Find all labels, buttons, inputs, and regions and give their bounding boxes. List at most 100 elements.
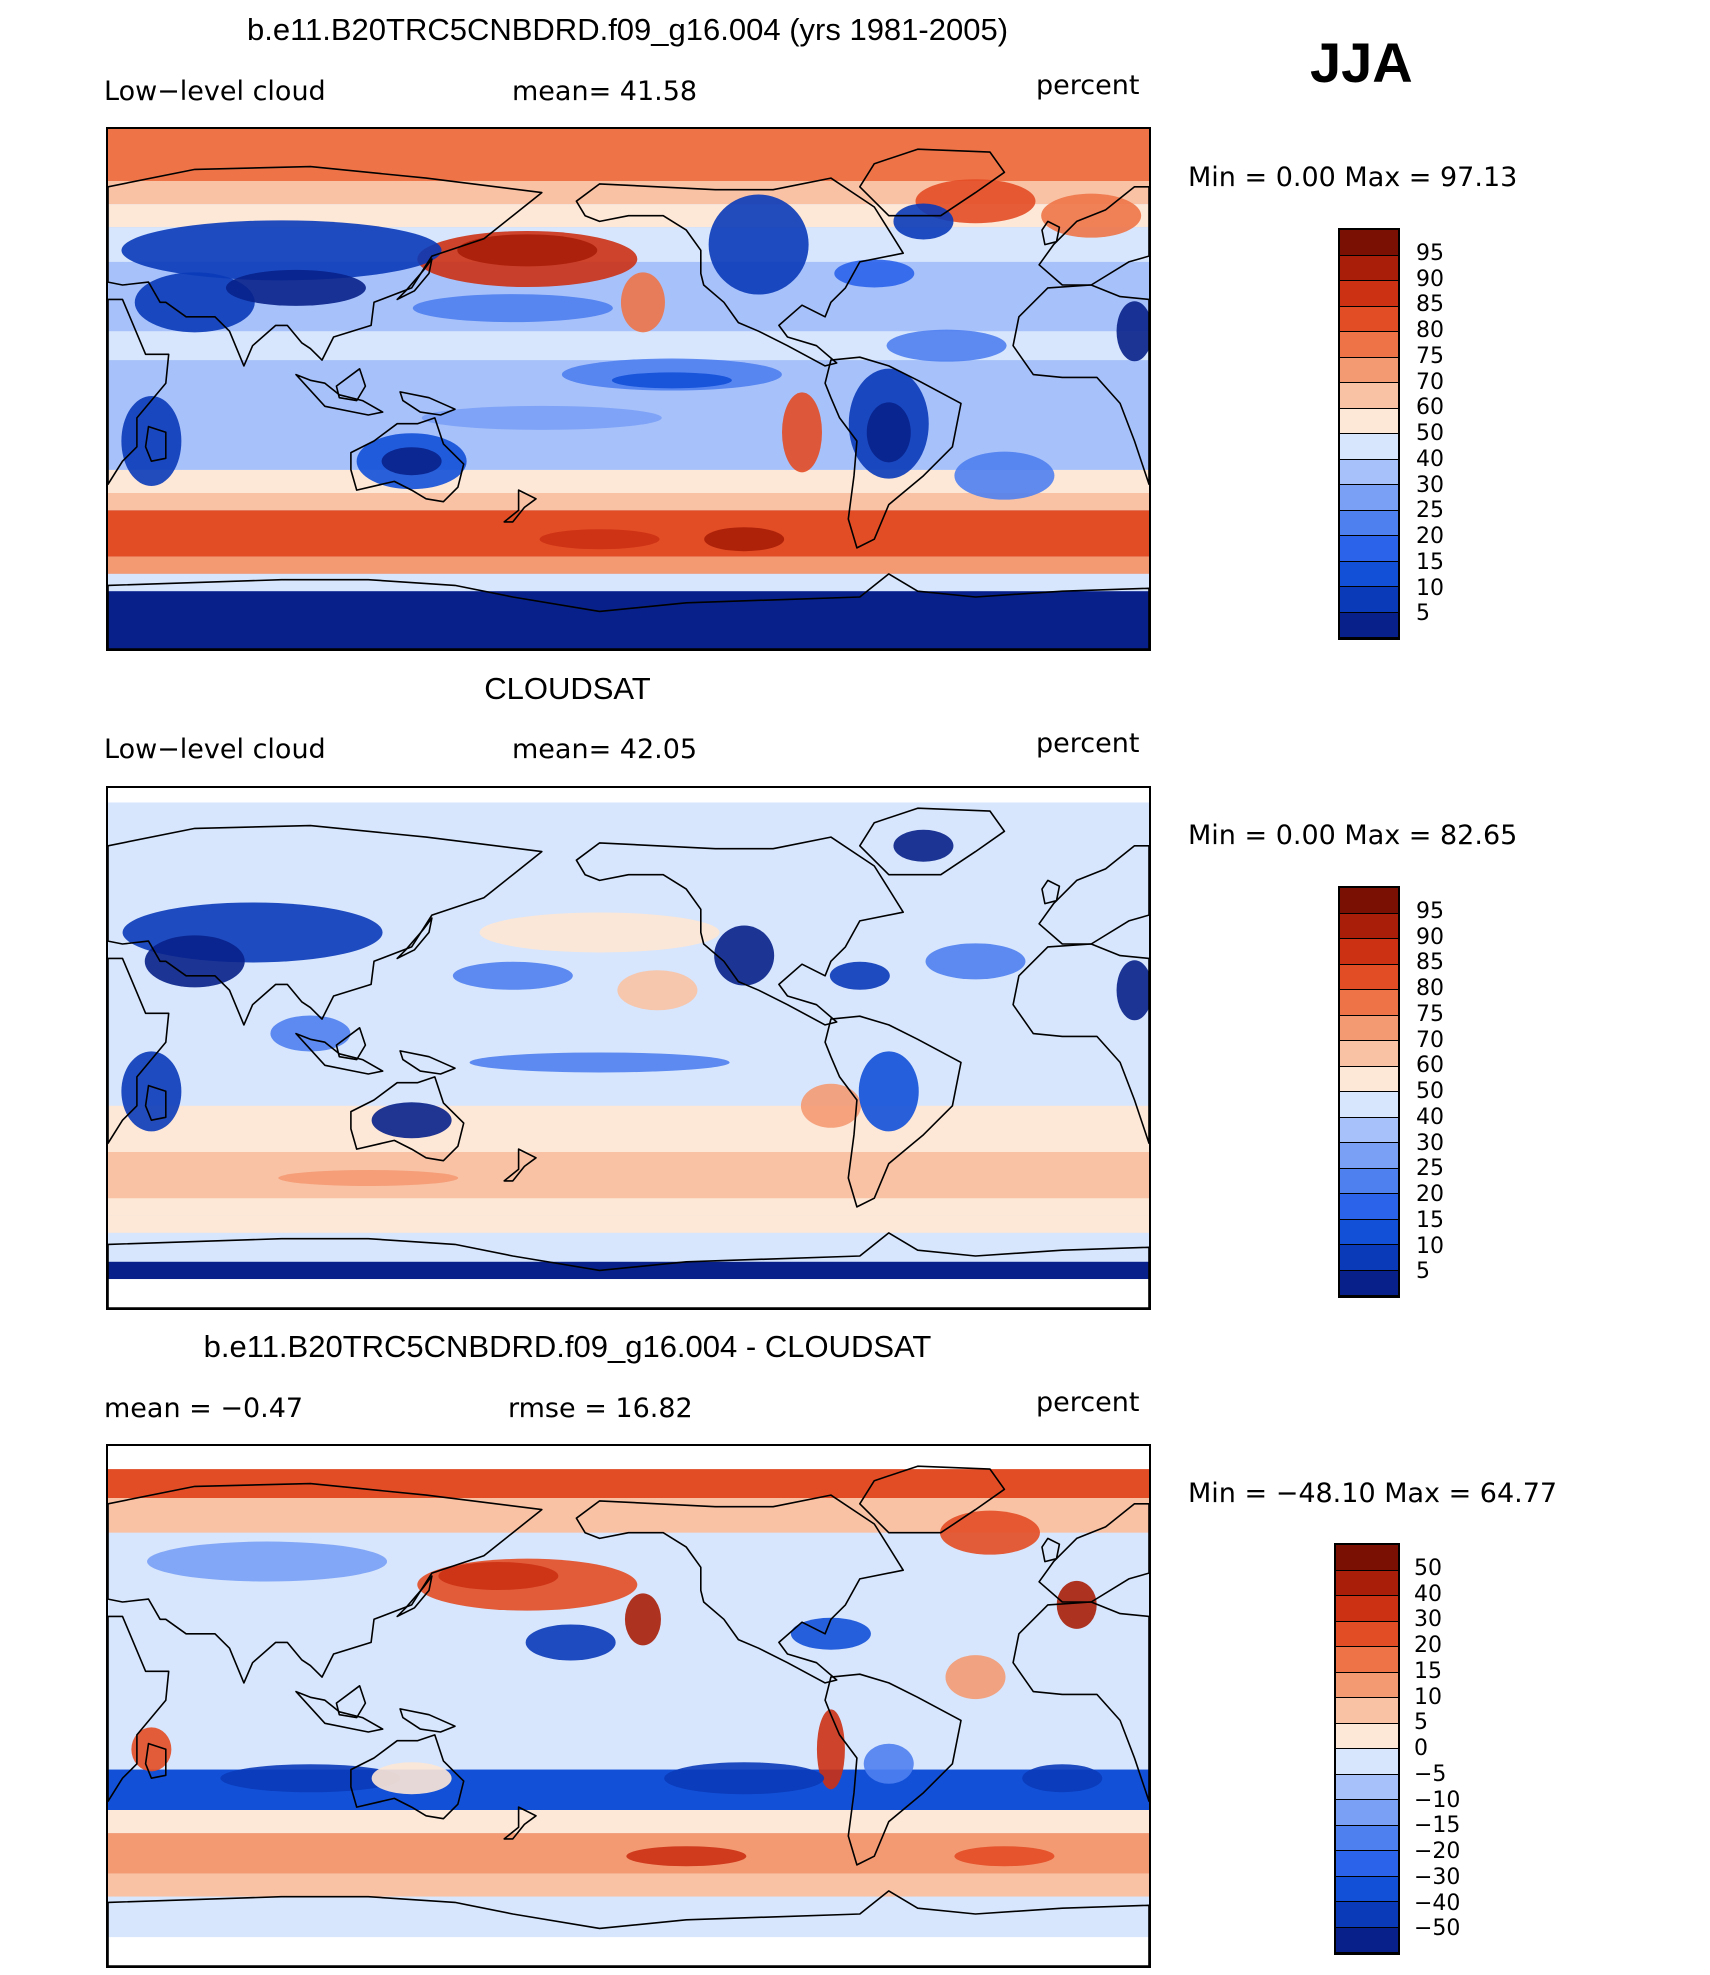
panel-1-variable-label: Low−level cloud	[104, 76, 326, 107]
colorbar-swatch	[1336, 1698, 1398, 1724]
coastline	[399, 391, 456, 416]
colorbar-tick-label: 60	[1416, 1053, 1444, 1079]
coastline	[108, 957, 170, 1145]
field-patch	[1056, 1580, 1097, 1629]
coastline	[858, 148, 1006, 217]
field-patch	[134, 272, 255, 333]
colorbar-swatch	[1340, 434, 1398, 460]
field-band	[108, 591, 1149, 649]
colorbar-swatch	[1336, 1927, 1398, 1953]
field-band	[108, 788, 1149, 803]
field-patch	[270, 1015, 351, 1052]
colorbar-tick-label: −40	[1414, 1890, 1461, 1916]
coastline	[399, 1708, 456, 1733]
colorbar-swatch	[1340, 408, 1398, 434]
colorbar-swatch	[1340, 612, 1398, 638]
coastline	[335, 368, 367, 402]
field-patch	[886, 329, 1007, 362]
field-patch	[945, 1655, 1006, 1700]
coastline	[108, 1232, 1149, 1308]
colorbar-swatch	[1340, 913, 1398, 939]
coastline	[503, 489, 537, 523]
colorbar-tick-label: 40	[1414, 1581, 1442, 1607]
colorbar-swatch	[1340, 888, 1398, 914]
colorbar-tick-label: 15	[1416, 1207, 1444, 1233]
panel-1-minmax: Min = 0.00 Max = 97.13	[1188, 162, 1518, 193]
coastline	[396, 1575, 433, 1618]
colorbar-tick-label: −5	[1414, 1761, 1447, 1787]
panel-1-mean-label: mean= 41.58	[512, 76, 698, 107]
colorbar-tick-label: 5	[1416, 1259, 1430, 1285]
colorbar-tick-label: 0	[1414, 1736, 1428, 1761]
panel-3-colorbar	[1334, 1543, 1400, 1955]
colorbar-tick-label: 40	[1416, 1104, 1444, 1130]
colorbar-tick-label: 10	[1416, 575, 1444, 601]
colorbar-swatch	[1340, 990, 1398, 1016]
panel-2-mean-label: mean= 42.05	[512, 734, 698, 765]
colorbar-tick-label: 80	[1416, 318, 1444, 343]
field-patch	[617, 970, 698, 1011]
field-patch	[893, 203, 954, 240]
coastline	[144, 425, 167, 463]
panel-2-colorbar	[1338, 886, 1400, 1298]
field-patch	[371, 1102, 452, 1139]
colorbar-tick-label: 85	[1416, 950, 1444, 976]
field-patch	[863, 1743, 914, 1784]
colorbar-tick-label: 20	[1416, 524, 1444, 549]
colorbar-swatch	[1336, 1902, 1398, 1928]
colorbar-tick-label: −10	[1414, 1787, 1461, 1813]
colorbar-swatch	[1336, 1800, 1398, 1826]
colorbar-tick-label: 50	[1414, 1555, 1442, 1581]
colorbar-tick-label: 25	[1416, 1156, 1444, 1182]
field-patch	[147, 1541, 388, 1582]
field-band	[108, 1279, 1149, 1308]
field-patch	[1116, 960, 1149, 1021]
colorbar-tick-label: 15	[1414, 1658, 1442, 1684]
field-band	[108, 1873, 1149, 1897]
colorbar-swatch	[1340, 255, 1398, 281]
panel-3-minmax: Min = −48.10 Max = 64.77	[1188, 1478, 1558, 1509]
coastline	[108, 573, 1149, 649]
coastline	[396, 258, 433, 301]
panel-1-colorbar	[1338, 228, 1400, 640]
field-patch	[834, 259, 915, 288]
field-patch	[121, 220, 442, 281]
field-patch	[866, 402, 911, 463]
field-patch	[479, 912, 720, 953]
coastline	[858, 807, 1006, 876]
colorbar-tick-label: 10	[1416, 1233, 1444, 1259]
colorbar-tick-label: 5	[1416, 601, 1430, 627]
field-patch	[131, 1727, 172, 1772]
field-band	[108, 181, 1149, 205]
coastline	[1012, 284, 1149, 486]
field-patch	[664, 1762, 825, 1795]
panel-3-units-label: percent	[1036, 1387, 1140, 1418]
field-patch	[620, 272, 665, 333]
panel-3-mean-label: mean = −0.47	[104, 1393, 304, 1424]
panel-2-map-canvas	[108, 788, 1149, 1308]
colorbar-tick-label: −50	[1414, 1916, 1461, 1942]
colorbar-tick-label: 10	[1414, 1684, 1442, 1710]
colorbar-swatch	[1340, 485, 1398, 511]
colorbar-tick-label: 70	[1416, 369, 1444, 395]
field-patch	[121, 396, 182, 486]
panel-3-map-canvas	[108, 1446, 1149, 1966]
coastline	[824, 1673, 962, 1866]
coastline	[503, 1806, 537, 1840]
coastline	[108, 165, 543, 367]
colorbar-swatch	[1340, 1015, 1398, 1041]
colorbar-swatch	[1340, 1194, 1398, 1220]
colorbar-swatch	[1336, 1570, 1398, 1596]
coastline	[108, 1890, 1149, 1966]
colorbar-swatch	[1340, 459, 1398, 485]
colorbar-swatch	[1340, 1219, 1398, 1245]
colorbar-swatch	[1336, 1749, 1398, 1775]
field-band	[108, 1215, 1149, 1233]
field-patch	[611, 372, 732, 389]
field-patch	[421, 405, 662, 430]
panel-3-rmse-label: rmse = 16.82	[508, 1393, 693, 1424]
coastline	[575, 177, 905, 367]
colorbar-swatch	[1340, 939, 1398, 965]
coastline	[1041, 1537, 1061, 1563]
coastline	[1041, 220, 1061, 246]
